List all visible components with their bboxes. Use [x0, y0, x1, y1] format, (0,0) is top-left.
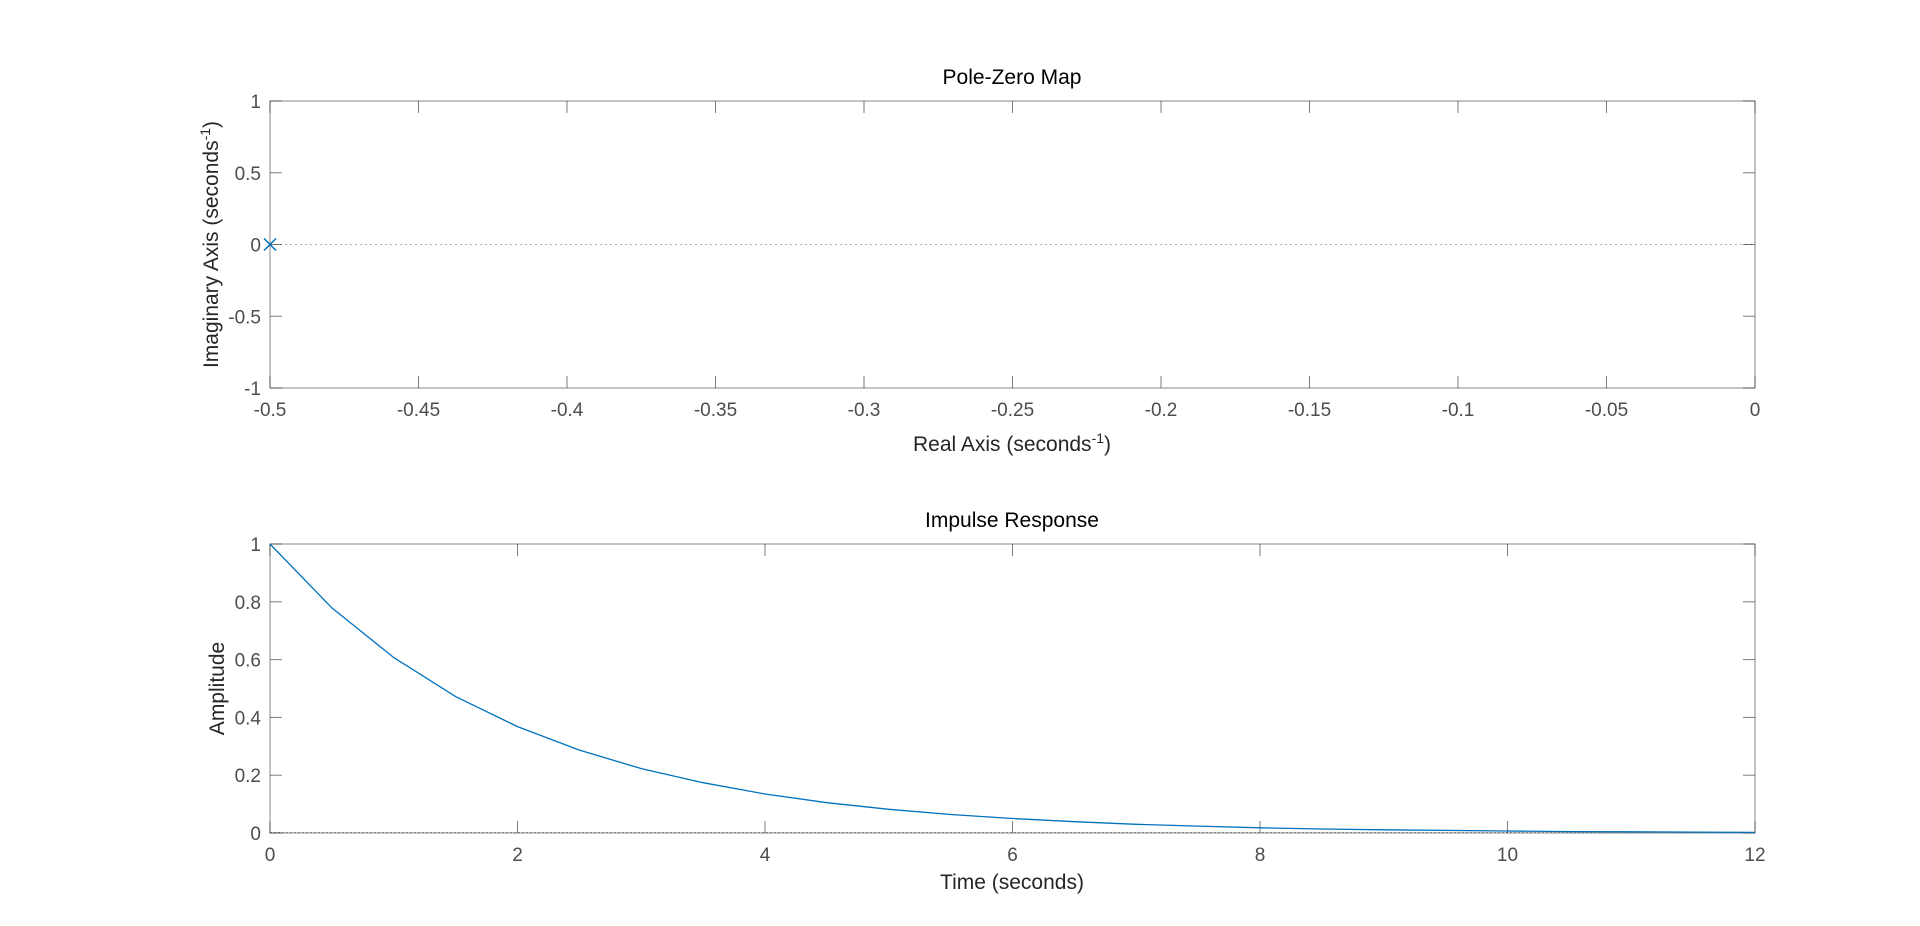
pole-zero-y-tick-label: 0 — [250, 236, 261, 257]
pole-zero-x-tick-label: 0 — [1750, 400, 1761, 421]
impulse-response-y-axis-label: Amplitude — [206, 642, 229, 735]
impulse-response-x-tick-label: 6 — [1007, 845, 1018, 866]
impulse-response-y-tick-label: 0.6 — [235, 651, 261, 672]
pole-zero-y-tick-label: 1 — [250, 92, 261, 113]
impulse-response-y-tick-label: 1 — [250, 535, 261, 556]
pole-zero-y-tick-label: 0.5 — [235, 164, 261, 185]
pole-marker-stroke — [263, 237, 277, 252]
impulse-response-title: Impulse Response — [925, 509, 1099, 532]
pole-zero-x-tick-label: -0.15 — [1288, 400, 1331, 421]
pole-zero-title: Pole-Zero Map — [943, 66, 1082, 89]
pole-zero-axes: -0.5 -0.45 -0.4 -0.35 -0.3 -0.25 -0.2 -0.15 -0.1… — [197, 66, 1760, 456]
pole-zero-y-axis-label: Imaginary Axis (seconds-1) — [197, 121, 223, 368]
impulse-response-line — [269, 543, 1756, 834]
pole-zero-y-tick-label: -1 — [244, 379, 261, 400]
impulse-response-x-tick-label: 2 — [512, 845, 523, 866]
pole-marker — [263, 237, 277, 252]
pole-zero-x-axis-label: Real Axis (seconds-1) — [913, 430, 1111, 456]
pole-zero-x-tick-label: -0.5 — [254, 400, 287, 421]
impulse-response-x-tick-label: 10 — [1497, 845, 1518, 866]
impulse-response-axes: 0 2 4 6 8 10 12 0 0.2 0.4 0.6 0.8 1 Impulse Response… — [206, 509, 1766, 894]
pole-zero-x-tick-label: -0.05 — [1585, 400, 1628, 421]
impulse-response-x-tick-label: 8 — [1255, 845, 1266, 866]
pole-zero-x-tick-label: -0.3 — [848, 400, 881, 421]
impulse-response-x-tick-label: 0 — [265, 845, 276, 866]
pole-zero-x-tick-label: -0.25 — [991, 400, 1034, 421]
impulse-response-plot-area — [269, 543, 1756, 834]
pole-zero-x-tick-label: -0.45 — [397, 400, 440, 421]
pole-zero-plot-area — [269, 100, 1756, 389]
pole-zero-x-tick-label: -0.4 — [551, 400, 584, 421]
impulse-response-x-tick-label: 12 — [1744, 845, 1765, 866]
pole-zero-x-tick-label: -0.1 — [1442, 400, 1475, 421]
pole-zero-x-tick-label: -0.35 — [694, 400, 737, 421]
impulse-response-y-tick-label: 0.4 — [235, 708, 262, 729]
impulse-response-x-axis-label: Time (seconds) — [940, 871, 1084, 894]
impulse-response-y-tick-label: 0.2 — [235, 766, 261, 787]
pole-zero-x-tick-label: -0.2 — [1145, 400, 1178, 421]
pole-zero-y-tick-label: -0.5 — [228, 307, 261, 328]
impulse-response-y-tick-label: 0.8 — [235, 593, 261, 614]
impulse-response-x-tick-label: 4 — [760, 845, 771, 866]
impulse-response-y-tick-label: 0 — [250, 824, 261, 845]
